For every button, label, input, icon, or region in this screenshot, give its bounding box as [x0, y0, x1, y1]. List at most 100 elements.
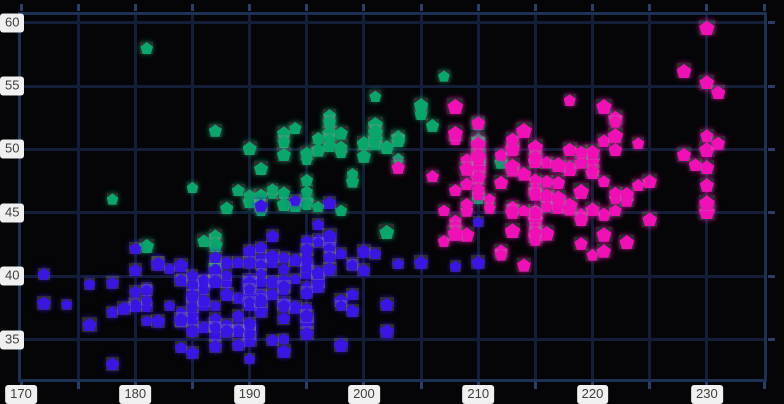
data-point-series-blue: [300, 286, 314, 300]
pentagon-marker: [597, 207, 611, 221]
pentagon-marker: [494, 148, 508, 161]
pentagon-marker: [357, 263, 371, 277]
data-point-series-green: [254, 188, 268, 202]
tick-mark-right: [768, 21, 775, 25]
tick-mark-bottom: [76, 382, 80, 389]
data-point-series-magenta: [437, 204, 451, 217]
pentagon-marker: [254, 188, 268, 202]
gridline-horizontal: [21, 211, 764, 215]
x-tick-label: 180: [119, 385, 152, 404]
pentagon-marker: [529, 226, 542, 238]
pentagon-marker: [346, 288, 359, 301]
pentagon-marker: [346, 259, 359, 271]
pentagon-marker: [276, 126, 291, 140]
data-point-series-blue: [322, 261, 337, 276]
tick-mark-top: [705, 4, 709, 11]
pentagon-marker: [369, 247, 382, 260]
data-point-series-magenta: [597, 174, 611, 188]
tick-mark-top: [248, 4, 252, 11]
data-point-series-blue: [106, 276, 119, 289]
pentagon-marker: [209, 330, 222, 342]
data-point-series-magenta: [562, 142, 577, 157]
pentagon-marker: [186, 269, 199, 281]
gridline-vertical: [76, 15, 80, 379]
data-point-series-green: [231, 183, 245, 197]
pentagon-marker: [300, 198, 313, 210]
data-point-series-green: [208, 228, 223, 243]
tick-mark-bottom: [648, 382, 652, 389]
data-point-series-blue: [322, 228, 337, 243]
pentagon-marker: [334, 204, 348, 217]
pentagon-marker: [265, 274, 280, 288]
data-point-series-green: [356, 148, 372, 163]
data-point-series-magenta: [699, 177, 714, 193]
data-point-series-blue: [164, 299, 176, 312]
data-point-series-magenta: [540, 174, 554, 188]
data-point-series-magenta: [517, 257, 531, 272]
pentagon-marker: [527, 139, 544, 155]
data-point-series-blue: [322, 196, 337, 210]
data-point-series-blue: [175, 306, 187, 318]
tick-mark-right: [768, 338, 775, 342]
data-point-series-magenta: [609, 203, 622, 217]
pentagon-marker: [528, 187, 543, 201]
data-point-series-magenta: [597, 207, 611, 221]
data-point-series-blue: [323, 242, 336, 255]
data-point-series-green: [220, 201, 234, 215]
data-point-series-green: [276, 196, 292, 212]
x-tick-label: 200: [348, 385, 380, 404]
pentagon-marker: [699, 20, 715, 36]
data-point-series-blue: [379, 323, 395, 339]
pentagon-marker: [129, 242, 142, 255]
data-point-series-blue: [151, 256, 166, 271]
pentagon-marker: [586, 164, 599, 176]
pentagon-marker: [414, 255, 429, 270]
pentagon-marker: [197, 234, 211, 248]
data-point-series-blue: [209, 329, 222, 342]
pentagon-marker: [117, 301, 131, 315]
pentagon-marker: [266, 333, 279, 346]
tick-mark-bottom: [419, 382, 423, 389]
pentagon-marker: [379, 224, 395, 240]
pentagon-marker: [609, 204, 622, 217]
data-point-series-magenta: [561, 197, 578, 214]
data-point-series-magenta: [483, 192, 496, 205]
pentagon-marker: [209, 312, 222, 324]
pentagon-marker: [300, 185, 313, 198]
pentagon-marker: [448, 183, 462, 197]
data-point-series-magenta: [494, 148, 508, 161]
pentagon-marker: [301, 302, 313, 314]
y-tick-label: 55: [0, 76, 25, 96]
pentagon-marker: [128, 298, 143, 313]
data-point-series-magenta: [447, 98, 464, 115]
pentagon-marker: [243, 189, 256, 201]
pentagon-marker: [140, 284, 153, 296]
pentagon-marker: [379, 323, 395, 338]
pentagon-marker: [254, 198, 268, 212]
pentagon-marker: [335, 300, 347, 311]
pentagon-marker: [164, 300, 176, 311]
pentagon-marker: [173, 258, 189, 272]
pentagon-marker: [278, 251, 290, 263]
pentagon-marker: [493, 175, 509, 190]
pentagon-marker: [208, 263, 223, 277]
pentagon-marker: [584, 144, 601, 160]
data-point-series-blue: [472, 216, 484, 228]
pentagon-marker: [174, 341, 188, 354]
pentagon-marker: [699, 178, 714, 192]
pentagon-marker: [128, 263, 142, 277]
data-point-series-magenta: [676, 63, 692, 79]
pentagon-marker: [208, 339, 222, 353]
pentagon-marker: [438, 70, 450, 82]
pentagon-marker: [642, 174, 657, 189]
data-point-series-blue: [185, 324, 200, 338]
pentagon-marker: [299, 309, 314, 323]
pentagon-marker: [276, 197, 292, 212]
pentagon-marker: [550, 190, 566, 206]
pentagon-marker: [312, 236, 324, 248]
data-point-series-blue: [37, 296, 51, 310]
pentagon-marker: [539, 188, 554, 202]
data-point-series-blue: [231, 309, 245, 322]
data-point-series-green: [334, 126, 348, 140]
data-point-series-blue: [82, 317, 97, 332]
